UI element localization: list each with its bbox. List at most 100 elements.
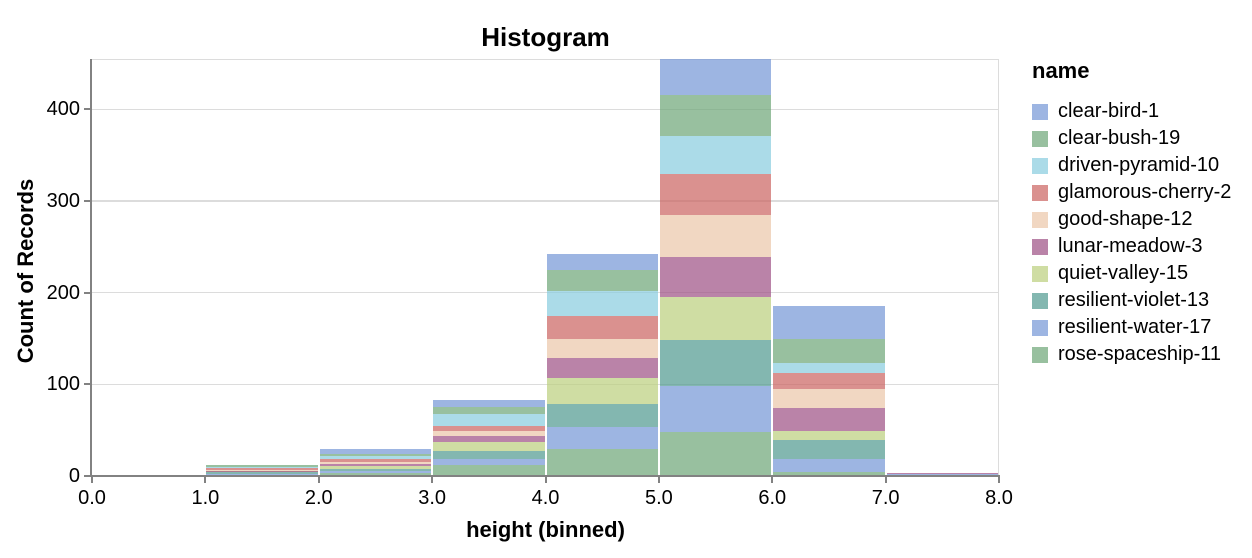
- legend-item-quiet-valley-15: quiet-valley-15: [1032, 260, 1188, 287]
- legend-item-lunar-meadow-3: lunar-meadow-3: [1032, 233, 1203, 260]
- bar-segment-lunar-meadow-3-bin-3-4: [433, 435, 545, 443]
- x-tick-mark: [317, 476, 320, 483]
- x-tick-label: 5.0: [644, 487, 673, 509]
- bar-segment-driven-pyramid-10-bin-4-5: [546, 290, 658, 316]
- bar-segment-driven-pyramid-10-bin-3-4: [433, 413, 545, 426]
- legend-swatch-resilient-water-17: [1032, 319, 1048, 336]
- bar-segment-quiet-valley-15-bin-6-7: [773, 431, 885, 441]
- legend: name clear-bird-1 clear-bush-19 driven-pyr…: [1032, 58, 1231, 368]
- bar-segment-resilient-violet-13-bin-5-6: [659, 340, 772, 387]
- legend-label: clear-bush-19: [1058, 127, 1181, 149]
- legend-swatch-rose-spaceship-11: [1032, 346, 1048, 363]
- x-tick-mark: [771, 476, 774, 483]
- bar-segment-glamorous-cherry-2-bin-6-7: [773, 373, 885, 389]
- legend-items: clear-bird-1 clear-bush-19 driven-pyramid-…: [1032, 98, 1231, 368]
- bar-segment-clear-bird-1-bin-3-4: [433, 399, 545, 408]
- legend-item-glamorous-cherry-2: glamorous-cherry-2: [1032, 179, 1231, 206]
- y-axis-title: Count of Records: [13, 178, 38, 364]
- plot-area: [92, 59, 999, 476]
- legend-label: lunar-meadow-3: [1058, 235, 1203, 257]
- y-tick-label: 300: [46, 190, 80, 213]
- bar-segment-clear-bush-19-bin-1-2: [206, 465, 318, 467]
- bar-segment-good-shape-12-bin-1-2: [206, 469, 318, 471]
- bar-segment-rose-spaceship-11-bin-6-7: [773, 472, 885, 476]
- x-tick-mark: [431, 476, 434, 483]
- bar-segment-clear-bush-19-bin-4-5: [546, 269, 658, 291]
- bar-segment-clear-bird-1-bin-5-6: [659, 59, 772, 95]
- bar-segment-clear-bush-19-bin-2-3: [319, 454, 432, 456]
- x-tick-mark: [544, 476, 547, 483]
- legend-item-clear-bush-19: clear-bush-19: [1032, 125, 1180, 152]
- bar-segment-resilient-water-17-bin-4-5: [546, 427, 658, 450]
- bar-segment-glamorous-cherry-2-bin-1-2: [206, 467, 318, 470]
- y-axis-line: [90, 59, 92, 476]
- bar-segment-quiet-valley-15-bin-2-3: [319, 465, 432, 469]
- bar-segment-clear-bush-19-bin-6-7: [773, 339, 885, 364]
- legend-item-resilient-water-17: resilient-water-17: [1032, 314, 1211, 341]
- bar-segment-resilient-water-17-bin-5-6: [659, 386, 772, 433]
- x-tick-label: 7.0: [871, 487, 900, 509]
- legend-swatch-clear-bird-1: [1032, 103, 1048, 120]
- legend-title: name: [1032, 58, 1090, 83]
- legend-label: resilient-water-17: [1058, 316, 1212, 338]
- legend-swatch-lunar-meadow-3: [1032, 238, 1048, 255]
- bar-segment-lunar-meadow-3-bin-1-2: [206, 470, 318, 472]
- legend-item-clear-bird-1: clear-bird-1: [1032, 98, 1159, 125]
- bar-segment-good-shape-12-bin-3-4: [433, 431, 545, 436]
- legend-swatch-glamorous-cherry-2: [1032, 184, 1048, 201]
- bar-segment-resilient-water-17-bin-6-7: [773, 458, 885, 473]
- y-gridline: [92, 108, 998, 111]
- bar-segment-driven-pyramid-10-bin-1-2: [206, 466, 318, 468]
- bar-segment-resilient-violet-13-bin-3-4: [433, 451, 545, 459]
- bar-segment-lunar-meadow-3-bin-6-7: [773, 408, 885, 432]
- bar-segment-resilient-violet-13-bin-2-3: [319, 468, 432, 471]
- bar-segment-rose-spaceship-11-bin-4-5: [546, 449, 658, 476]
- bar-segment-glamorous-cherry-2-bin-4-5: [546, 315, 658, 339]
- y-tick-mark: [84, 383, 90, 386]
- legend-item-rose-spaceship-11: rose-spaceship-11: [1032, 341, 1221, 368]
- bar-segment-resilient-water-17-bin-1-2: [206, 474, 318, 476]
- bar-segment-lunar-meadow-3-bin-4-5: [546, 357, 658, 378]
- bar-segment-good-shape-12-bin-2-3: [319, 462, 432, 465]
- y-gridline: [92, 291, 998, 294]
- bar-segment-lunar-meadow-3-bin-5-6: [659, 256, 772, 298]
- legend-item-driven-pyramid-10: driven-pyramid-10: [1032, 152, 1219, 179]
- bar-segment-driven-pyramid-10-bin-6-7: [773, 363, 885, 374]
- x-tick-mark: [998, 476, 1000, 483]
- y-tick-mark: [84, 291, 90, 294]
- x-tick-mark: [884, 476, 887, 483]
- bar-segment-resilient-violet-13-bin-1-2: [206, 472, 318, 475]
- chart-title: Histogram: [481, 22, 610, 52]
- x-tick-label: 4.0: [531, 487, 560, 509]
- y-tick-mark: [84, 200, 90, 203]
- x-tick-mark: [657, 476, 660, 483]
- legend-item-resilient-violet-13: resilient-violet-13: [1032, 287, 1209, 314]
- x-tick-label: 6.0: [758, 487, 787, 509]
- y-tick-label: 0: [68, 465, 80, 487]
- bar-segment-resilient-water-17-bin-2-3: [319, 470, 432, 474]
- x-tick-label: 2.0: [304, 487, 333, 509]
- bar-segment-clear-bush-19-bin-3-4: [433, 407, 545, 414]
- bar-segment-quiet-valley-15-bin-5-6: [659, 297, 772, 341]
- bar-segment-driven-pyramid-10-bin-2-3: [319, 455, 432, 459]
- legend-swatch-clear-bush-19: [1032, 130, 1048, 147]
- legend-swatch-quiet-valley-15: [1032, 265, 1048, 282]
- legend-item-good-shape-12: good-shape-12: [1032, 206, 1193, 233]
- bar-segment-good-shape-12-bin-6-7: [773, 388, 885, 409]
- bar-segment-rose-spaceship-11-bin-5-6: [659, 432, 772, 476]
- legend-label: quiet-valley-15: [1058, 262, 1189, 284]
- y-tick-label: 200: [46, 281, 80, 304]
- x-tick-label: 3.0: [418, 487, 447, 509]
- bar-segment-lunar-meadow-3-bin-7-8: [886, 473, 998, 475]
- x-tick-label: 8.0: [985, 487, 1013, 509]
- legend-label: driven-pyramid-10: [1058, 154, 1220, 176]
- legend-label: clear-bird-1: [1058, 100, 1160, 122]
- bar-segment-glamorous-cherry-2-bin-3-4: [433, 425, 545, 432]
- x-axis-title: height (binned): [466, 517, 625, 542]
- x-tick-mark: [204, 476, 207, 483]
- legend-label: resilient-violet-13: [1058, 289, 1210, 311]
- legend-label: good-shape-12: [1058, 208, 1193, 230]
- bar-segment-glamorous-cherry-2-bin-5-6: [659, 173, 772, 215]
- bar-segment-good-shape-12-bin-4-5: [546, 338, 658, 358]
